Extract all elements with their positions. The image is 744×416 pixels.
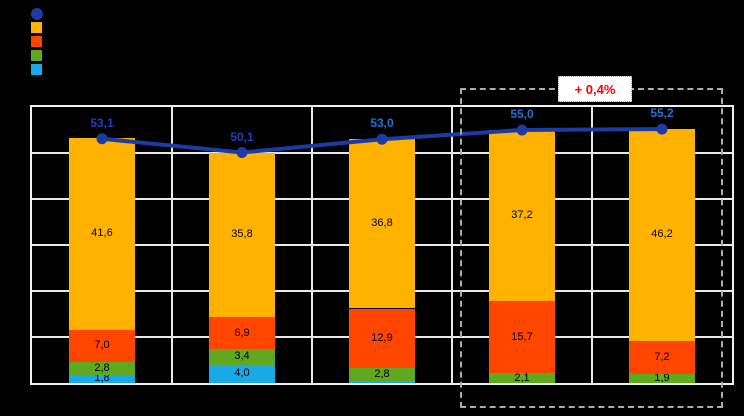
plot-area: 1,8 2,8 7,0 41,6 4,0 3,4 6,9 35,8 2,8 12,9 36,8 2,1… bbox=[30, 105, 734, 385]
bar-segment-red-segment: 7,2 bbox=[629, 341, 695, 375]
bar-segment-orange-segment: 46,2 bbox=[629, 128, 695, 342]
red-segment-swatch-icon bbox=[31, 36, 42, 47]
bar-segment-label: 4,0 bbox=[234, 367, 250, 380]
bar-segment-red-segment: 6,9 bbox=[209, 317, 275, 349]
bar-segment-red-segment: 12,9 bbox=[349, 308, 415, 368]
bar-segment-label: 2,8 bbox=[374, 367, 390, 380]
bar-segment-green-segment: 2,1 bbox=[489, 371, 555, 384]
bar-segment-orange-segment: 41,6 bbox=[69, 138, 135, 330]
bar-segment-green-segment: 2,8 bbox=[349, 367, 415, 381]
line-point-label: 53,1 bbox=[90, 115, 114, 130]
line-point-marker bbox=[236, 147, 248, 159]
bar-segment-label: 7,2 bbox=[654, 351, 670, 364]
line-point-marker bbox=[96, 133, 108, 145]
bar-segment-green-segment: 1,9 bbox=[629, 372, 695, 385]
total-line-svg bbox=[96, 123, 668, 159]
bar-segment-label: 12,9 bbox=[371, 331, 393, 344]
line-point-marker bbox=[656, 123, 668, 135]
line-point-marker bbox=[376, 133, 388, 145]
orange-segment-swatch-icon bbox=[31, 22, 42, 33]
total-line-marker-icon bbox=[31, 8, 43, 20]
green-segment-swatch-icon bbox=[31, 50, 42, 61]
bar-segment-orange-segment: 37,2 bbox=[489, 130, 555, 302]
bar-segment-label: 2,8 bbox=[94, 361, 110, 374]
legend bbox=[31, 8, 43, 78]
annotation-box: + 0,4% bbox=[558, 76, 632, 102]
line-point-label: 53,0 bbox=[370, 116, 394, 131]
bar-segment-label: 35,8 bbox=[231, 228, 253, 241]
bar-segment-cyan-segment: 1,8 bbox=[69, 372, 135, 385]
bar-segment-label: 46,2 bbox=[651, 228, 673, 241]
bar-segment-cyan-segment: 4,0 bbox=[209, 364, 275, 383]
cyan-segment-swatch-icon bbox=[31, 64, 42, 75]
line-point-label: 55,0 bbox=[510, 107, 534, 121]
bar-segment-red-segment: 7,0 bbox=[69, 329, 135, 362]
bar-segment-label: 6,9 bbox=[234, 326, 250, 339]
bar-segment-green-segment: 2,8 bbox=[69, 361, 135, 375]
bar-segment-label: 37,2 bbox=[511, 209, 533, 222]
bar-segment-label: 7,0 bbox=[94, 339, 110, 352]
bar-segment-cyan-segment bbox=[349, 380, 415, 383]
grid-line-v bbox=[451, 107, 453, 383]
bar-segment-label: 15,7 bbox=[511, 330, 533, 343]
bar-segment-label: 41,6 bbox=[91, 227, 113, 240]
bar-segment-orange-segment: 36,8 bbox=[349, 139, 415, 309]
bar-segment-label: 2,1 bbox=[514, 371, 530, 384]
line-point-label: 55,2 bbox=[650, 106, 674, 121]
bar-segment-label: 1,9 bbox=[654, 372, 670, 385]
line-point-label: 50,1 bbox=[230, 129, 254, 144]
bar-segment-green-segment: 3,4 bbox=[209, 348, 275, 365]
bar-segment-red-segment: 15,7 bbox=[489, 301, 555, 374]
bar-segment-label: 3,4 bbox=[234, 350, 250, 363]
bar-segment-orange-segment: 35,8 bbox=[209, 152, 275, 318]
annotation-label: + 0,4% bbox=[574, 81, 616, 97]
bar-segment-label: 36,8 bbox=[371, 217, 393, 230]
grid-line-v bbox=[311, 107, 313, 383]
grid-line-v bbox=[591, 107, 593, 383]
grid-line-v bbox=[171, 107, 173, 383]
bar-segment-label: 1,8 bbox=[94, 372, 110, 385]
line-point-marker bbox=[516, 124, 528, 136]
highlight-dashed-box bbox=[460, 88, 723, 408]
